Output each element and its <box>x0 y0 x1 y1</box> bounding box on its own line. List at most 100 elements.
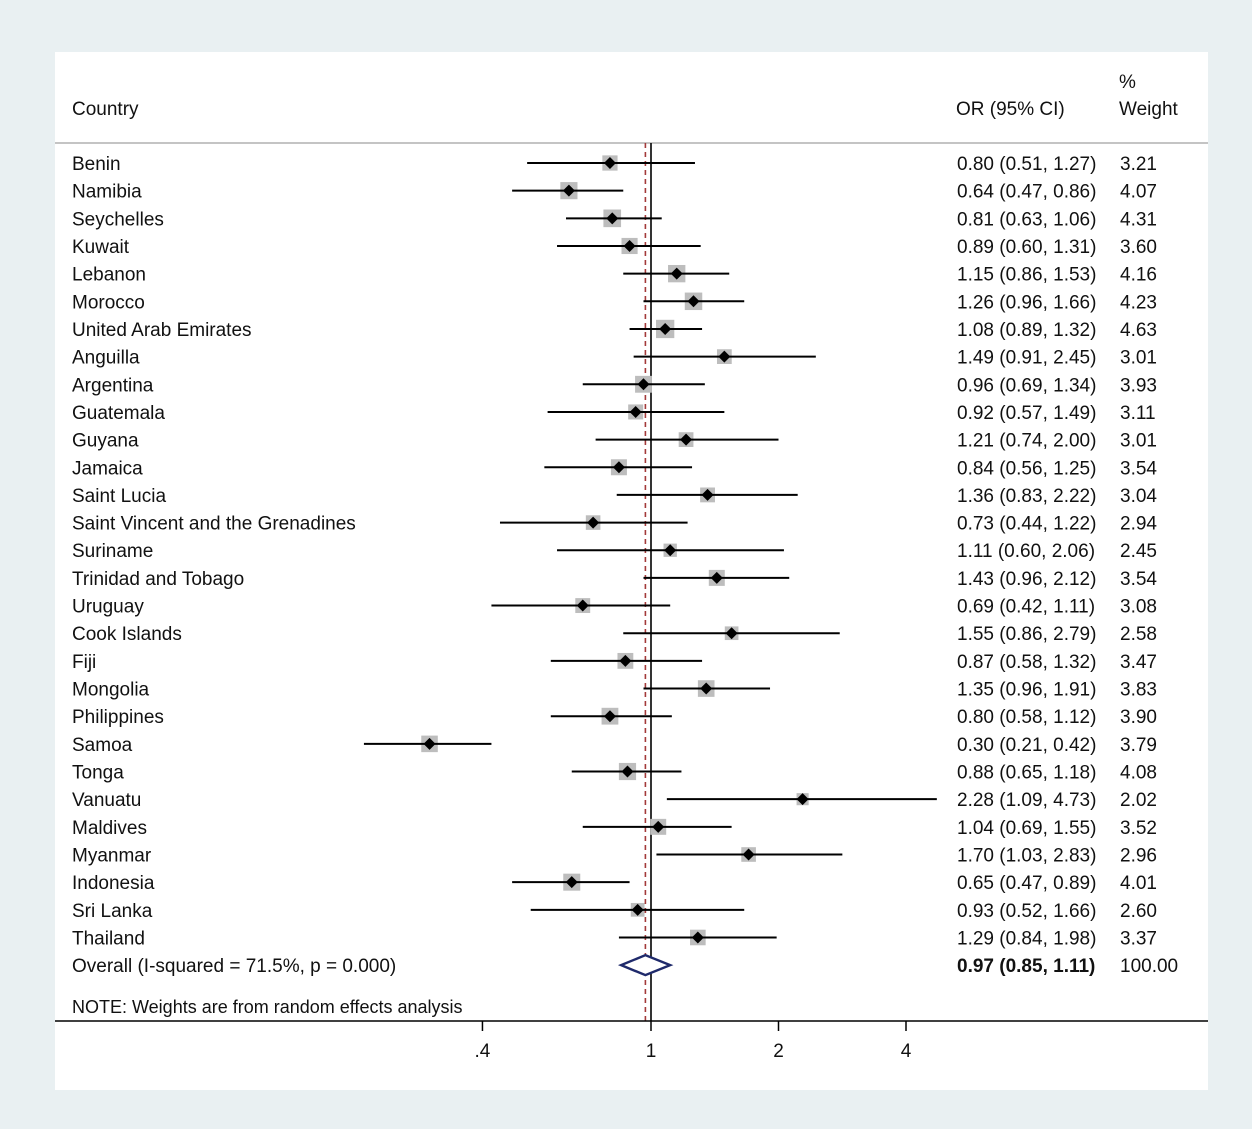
header-country: Country <box>72 99 139 120</box>
header-or: OR (95% CI) <box>956 99 1065 120</box>
study-weight: 3.47 <box>1120 652 1157 673</box>
study-weight: 3.54 <box>1120 569 1157 590</box>
study-weight: 3.01 <box>1120 431 1157 452</box>
x-tick-label: .4 <box>475 1041 491 1062</box>
study-or-ci: 0.87 (0.58, 1.32) <box>957 652 1096 673</box>
study-label: Saint Vincent and the Grenadines <box>72 514 356 535</box>
study-label: Trinidad and Tobago <box>72 569 244 590</box>
point-estimate <box>718 350 731 363</box>
study-label: Maldives <box>72 818 147 839</box>
study-label: Indonesia <box>72 873 155 894</box>
study-or-ci: 1.35 (0.96, 1.91) <box>957 680 1096 701</box>
point-estimate <box>603 157 616 169</box>
study-or-ci: 0.96 (0.69, 1.34) <box>957 375 1096 396</box>
study-or-ci: 0.93 (0.52, 1.66) <box>957 901 1096 922</box>
study-weight: 2.96 <box>1120 846 1157 867</box>
study-or-ci: 1.11 (0.60, 2.06) <box>957 541 1095 562</box>
point-estimate <box>621 765 634 778</box>
study-weight: 4.63 <box>1120 320 1157 341</box>
study-label: Jamaica <box>72 458 143 479</box>
study-label: Namibia <box>72 182 142 203</box>
study-weight: 3.08 <box>1120 597 1157 618</box>
study-label: Thailand <box>72 928 145 949</box>
point-estimate <box>725 627 738 640</box>
header-weight: Weight <box>1119 99 1178 120</box>
study-label: Myanmar <box>72 846 152 867</box>
point-estimate <box>701 488 714 501</box>
study-weight: 3.37 <box>1120 928 1157 949</box>
study-label: Lebanon <box>72 265 146 286</box>
study-label: Kuwait <box>72 237 130 258</box>
study-or-ci: 0.89 (0.60, 1.31) <box>957 237 1096 258</box>
x-tick-label: 4 <box>901 1041 912 1062</box>
study-weight: 3.60 <box>1120 237 1157 258</box>
point-estimate <box>623 239 636 252</box>
point-estimate <box>664 544 677 557</box>
study-or-ci: 0.69 (0.42, 1.11) <box>957 597 1095 618</box>
overall-weight: 100.00 <box>1120 956 1178 977</box>
point-estimate <box>603 710 616 723</box>
study-or-ci: 1.55 (0.86, 2.79) <box>957 624 1096 645</box>
study-or-ci: 1.21 (0.74, 2.00) <box>957 431 1096 452</box>
study-weight: 2.02 <box>1120 790 1157 811</box>
chart-panel: Country OR (95% CI) % Weight <box>55 52 1208 1090</box>
study-weight: 4.16 <box>1120 265 1157 286</box>
study-or-ci: 0.88 (0.65, 1.18) <box>957 763 1096 784</box>
point-estimate <box>659 322 672 335</box>
study-or-ci: 0.73 (0.44, 1.22) <box>957 514 1096 535</box>
point-estimate <box>637 378 650 391</box>
study-or-ci: 0.64 (0.47, 0.86) <box>957 182 1096 203</box>
study-weight: 3.83 <box>1120 680 1157 701</box>
point-estimate <box>612 461 625 474</box>
study-label: Benin <box>72 154 121 175</box>
point-estimate <box>606 212 619 225</box>
point-estimate <box>629 405 642 418</box>
study-weight: 2.60 <box>1120 901 1157 922</box>
study-weight: 3.04 <box>1120 486 1157 507</box>
study-weight: 3.11 <box>1120 403 1156 424</box>
point-estimate <box>423 737 436 750</box>
study-weight: 4.23 <box>1120 292 1157 313</box>
study-or-ci: 2.28 (1.09, 4.73) <box>957 790 1096 811</box>
point-estimate <box>691 931 704 944</box>
point-estimate <box>742 848 755 861</box>
study-weight: 3.01 <box>1120 348 1157 369</box>
study-or-ci: 1.15 (0.86, 1.53) <box>957 265 1096 286</box>
study-or-ci: 1.49 (0.91, 2.45) <box>957 348 1096 369</box>
study-weight: 4.01 <box>1120 873 1157 894</box>
study-label: Seychelles <box>72 209 164 230</box>
study-or-ci: 1.26 (0.96, 1.66) <box>957 292 1096 313</box>
study-weight: 2.94 <box>1120 514 1157 535</box>
overall-or-ci: 0.97 (0.85, 1.11) <box>957 956 1095 977</box>
point-estimate <box>562 184 575 197</box>
study-weight: 3.52 <box>1120 818 1157 839</box>
study-label: Anguilla <box>72 348 140 369</box>
study-or-ci: 0.81 (0.63, 1.06) <box>957 209 1096 230</box>
point-estimate <box>587 516 600 529</box>
study-label: Samoa <box>72 735 133 756</box>
study-or-ci: 0.30 (0.21, 0.42) <box>957 735 1096 756</box>
study-label: United Arab Emirates <box>72 320 252 341</box>
study-weight: 2.45 <box>1120 541 1157 562</box>
study-label: Suriname <box>72 541 153 562</box>
study-or-ci: 1.29 (0.84, 1.98) <box>957 928 1096 949</box>
header-weight-pct: % <box>1119 72 1136 93</box>
study-label: Argentina <box>72 375 154 396</box>
study-label: Saint Lucia <box>72 486 166 507</box>
study-weight: 4.08 <box>1120 763 1157 784</box>
overall-diamond <box>617 953 674 977</box>
overall-label: Overall (I-squared = 71.5%, p = 0.000) <box>72 956 396 977</box>
point-estimate <box>700 682 713 695</box>
study-label: Sri Lanka <box>72 901 153 922</box>
study-or-ci: 0.65 (0.47, 0.89) <box>957 873 1096 894</box>
point-estimate <box>576 599 589 612</box>
point-estimate <box>687 295 700 308</box>
point-estimate <box>631 903 644 916</box>
study-or-ci: 0.80 (0.58, 1.12) <box>957 707 1096 728</box>
study-weight: 3.21 <box>1120 154 1157 175</box>
study-weight: 2.58 <box>1120 624 1157 645</box>
study-or-ci: 1.04 (0.69, 1.55) <box>957 818 1096 839</box>
study-label: Philippines <box>72 707 164 728</box>
point-estimate <box>652 820 665 833</box>
